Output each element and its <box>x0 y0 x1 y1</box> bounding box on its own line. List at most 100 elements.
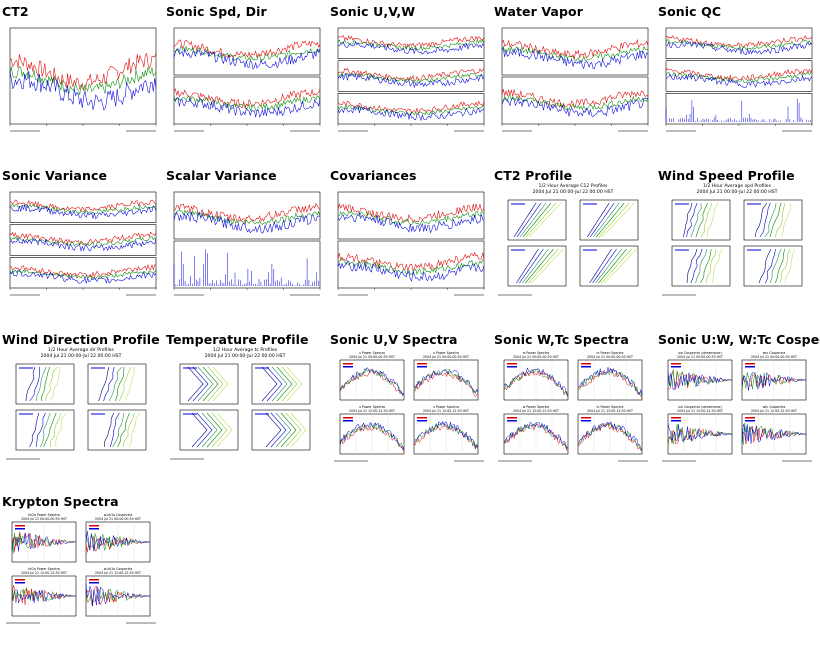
covariances-thumbnail[interactable] <box>330 184 488 302</box>
legend-swatch <box>507 417 517 419</box>
series-line <box>337 73 485 89</box>
legend-swatch <box>15 579 25 581</box>
legend-swatch <box>671 363 681 365</box>
tile-wind-speed-profile[interactable]: Wind Speed Profile 1/2 Hour Average spd … <box>658 168 816 328</box>
tile-title[interactable]: Wind Speed Profile <box>658 168 795 183</box>
spectrum-subtitle: 2004 Jul 21 00:00-00:30 HST <box>513 355 559 359</box>
legend-swatch <box>417 363 427 365</box>
profile-line <box>98 366 110 402</box>
profile-line <box>261 366 278 402</box>
tile-title[interactable]: Covariances <box>330 168 417 183</box>
tile-sonic-variance[interactable]: Sonic Variance <box>2 168 160 328</box>
footer-note <box>126 130 156 132</box>
tile-sonic-qc[interactable]: Sonic QC <box>658 4 816 164</box>
temperature-profile-thumbnail[interactable]: 1/2 Hour Average tc Profiles 2004 Jul 21… <box>166 348 324 466</box>
profile-caption: 2004 Jul 21 00:00-Jul 22 00:00 HST <box>696 190 778 195</box>
spike-series <box>173 249 321 286</box>
scalar-variance-thumbnail[interactable] <box>166 184 324 302</box>
footer-note <box>338 294 368 296</box>
profile-line <box>700 202 712 238</box>
tile-water-vapor[interactable]: Water Vapor <box>494 4 652 164</box>
sonic-spd-dir-thumbnail[interactable] <box>166 20 324 138</box>
sonic-uv-spectra-thumbnail[interactable]: u Power Spectra 2004 Jul 21 00:00-00:30 H… <box>330 348 488 466</box>
profile-line <box>125 367 135 402</box>
water-vapor-thumbnail[interactable] <box>494 20 652 138</box>
profile-line <box>197 366 214 402</box>
krypton-spectra-thumbnail[interactable]: kh2o Power Spectra 2004 Jul 21 00:00-00:3… <box>2 510 160 628</box>
tile-title[interactable]: Water Vapor <box>494 4 583 19</box>
tile-title[interactable]: Wind Direction Profile <box>2 332 160 347</box>
series-line <box>337 251 485 272</box>
profile-line <box>754 202 768 238</box>
wind-speed-profile-thumbnail[interactable]: 1/2 Hour Average spd Profiles 2004 Jul 2… <box>658 184 816 302</box>
tile-scalar-variance[interactable]: Scalar Variance <box>166 168 324 328</box>
profile-line <box>519 248 544 284</box>
profile-line <box>695 202 708 238</box>
tile-title[interactable]: Scalar Variance <box>166 168 277 183</box>
tile-title[interactable]: CT2 Profile <box>494 168 573 183</box>
sonic-wtc-spectra-thumbnail[interactable]: w Power Spectra 2004 Jul 21 00:00-00:30 H… <box>494 348 652 466</box>
tile-title[interactable]: Temperature Profile <box>166 332 309 347</box>
profile-line <box>765 248 776 284</box>
footer-note <box>782 130 812 132</box>
ct2-timeseries-thumbnail[interactable] <box>2 20 160 138</box>
legend-swatch <box>343 363 353 365</box>
plot-frame <box>743 199 803 241</box>
tile-title[interactable]: Sonic W,Tc Spectra <box>494 332 629 347</box>
tile-title[interactable]: Sonic QC <box>658 4 722 19</box>
tile-ct2-profile[interactable]: CT2 Profile 1/2 Hour Average C12 Profile… <box>494 168 652 328</box>
tile-title[interactable]: CT2 <box>2 4 29 19</box>
tile-temperature-profile[interactable]: Temperature Profile 1/2 Hour Average tc … <box>166 332 324 492</box>
profile-line <box>595 202 625 238</box>
footer-note <box>782 460 812 462</box>
profile-line <box>104 412 115 448</box>
spectrum-line <box>577 367 643 396</box>
profile-line <box>216 412 233 448</box>
spectrum-line <box>85 530 151 552</box>
tile-title[interactable]: Sonic Spd, Dir <box>166 4 267 19</box>
spectrum-line <box>741 423 806 446</box>
profile-line <box>759 202 771 238</box>
tile-ct2[interactable]: CT2 <box>2 4 160 164</box>
wind-direction-profile-thumbnail[interactable]: 1/2 Hour Average dir Profiles 2004 Jul 2… <box>2 348 160 466</box>
profile-line <box>196 412 213 448</box>
tile-krypton-spectra[interactable]: Krypton Spectra kh2o Power Spectra 2004 J… <box>2 494 160 654</box>
profile-line <box>206 412 223 448</box>
footer-note <box>662 460 696 462</box>
tile-sonic-uv-spectra[interactable]: Sonic U,V Spectra u Power Spectra 2004 Ju… <box>330 332 488 492</box>
tile-sonic-uw-wtc-cospectra[interactable]: Sonic U:W, W:Tc Cospectra uw Cospectra (… <box>658 332 820 492</box>
sonic-uvw-thumbnail[interactable] <box>330 20 488 138</box>
tile-sonic-spd-dir[interactable]: Sonic Spd, Dir <box>166 4 324 164</box>
tile-covariances[interactable]: Covariances <box>330 168 488 328</box>
tile-wind-direction-profile[interactable]: Wind Direction Profile 1/2 Hour Average … <box>2 332 160 492</box>
profile-line <box>36 366 47 402</box>
profile-line <box>266 366 283 402</box>
sonic-qc-thumbnail[interactable] <box>658 20 816 138</box>
profile-line <box>103 366 115 402</box>
tile-sonic-uvw[interactable]: Sonic U,V,W <box>330 4 488 164</box>
spectrum-subtitle: 2004 Jul 21 12:00-12:30 HST <box>513 409 559 413</box>
spectrum-line <box>11 585 77 606</box>
tile-title[interactable]: Sonic U,V,W <box>330 4 416 19</box>
tile-title[interactable]: Sonic U:W, W:Tc Cospectra <box>658 332 820 347</box>
legend-swatch <box>19 413 33 415</box>
sonic-cospectra-thumbnail[interactable]: uw Cospectra (streamwise) 2004 Jul 21 00:… <box>658 348 816 466</box>
legend-swatch <box>343 420 353 422</box>
tile-title[interactable]: Sonic U,V Spectra <box>330 332 458 347</box>
profile-line <box>686 248 698 284</box>
series-line <box>665 68 813 81</box>
tile-title[interactable]: Sonic Variance <box>2 168 108 183</box>
spectrum-line <box>413 368 479 394</box>
ct2-profile-thumbnail[interactable]: 1/2 Hour Average C12 Profiles 2004 Jul 2… <box>494 184 652 302</box>
tile-sonic-wtc-spectra[interactable]: Sonic W,Tc Spectra w Power Spectra 2004 J… <box>494 332 652 492</box>
series-line <box>9 199 157 213</box>
spectrum-subtitle: 2004 Jul 21 00:00-00:30 HST <box>423 355 469 359</box>
spectrum-line <box>339 367 405 397</box>
footer-note <box>10 130 40 132</box>
sonic-variance-thumbnail[interactable] <box>2 184 160 302</box>
profile-line <box>706 248 716 284</box>
spectrum-line <box>667 423 733 442</box>
tile-title[interactable]: Krypton Spectra <box>2 494 119 509</box>
profile-line <box>683 202 693 238</box>
spectrum-title: w Power Spectra <box>523 351 550 355</box>
